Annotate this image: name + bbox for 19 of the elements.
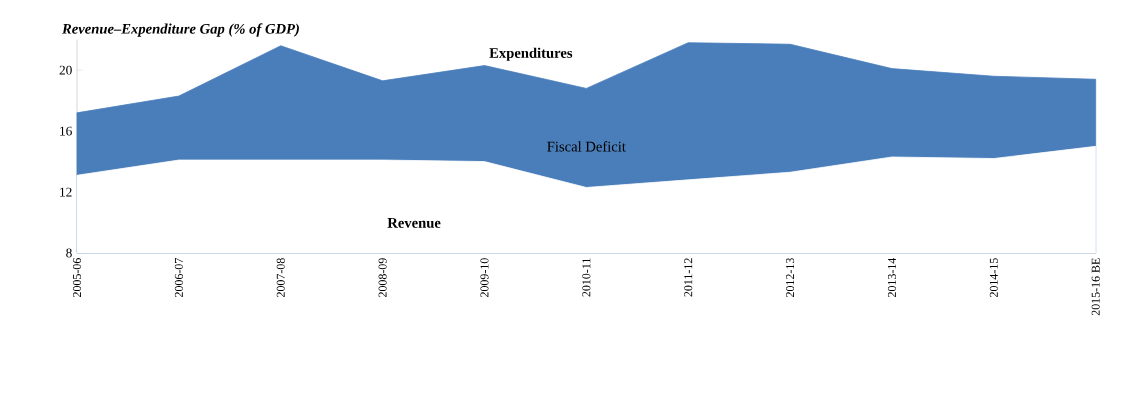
x-tick-label: 2009-10 — [480, 258, 489, 298]
x-tick-label: 2011-12 — [684, 258, 693, 297]
annotation: Fiscal Deficit — [547, 141, 626, 152]
x-tick-label: 2014-15 — [989, 258, 998, 298]
x-tick-label: 2008-09 — [378, 258, 387, 298]
y-tick-label: 8 — [66, 248, 72, 258]
x-tick-label: 2006-07 — [174, 258, 183, 298]
x-tick-label: 2015-16 BE — [1091, 258, 1100, 316]
y-tick-label: 20 — [59, 65, 72, 75]
series-label: Revenue — [387, 218, 441, 228]
x-tick-label: 2010-11 — [582, 258, 591, 297]
y-tick-label: 12 — [60, 187, 72, 197]
x-tick-label: 2007-08 — [276, 258, 285, 298]
y-tick-label: 16 — [60, 126, 72, 136]
x-tick-label: 2012-13 — [786, 258, 795, 298]
chart-title: Revenue–Expenditure Gap (% of GDP) — [62, 23, 299, 37]
x-tick-label: 2013-14 — [887, 257, 896, 298]
series-label: Expenditures — [489, 47, 573, 61]
x-tick-label: 2005-06 — [72, 258, 82, 298]
